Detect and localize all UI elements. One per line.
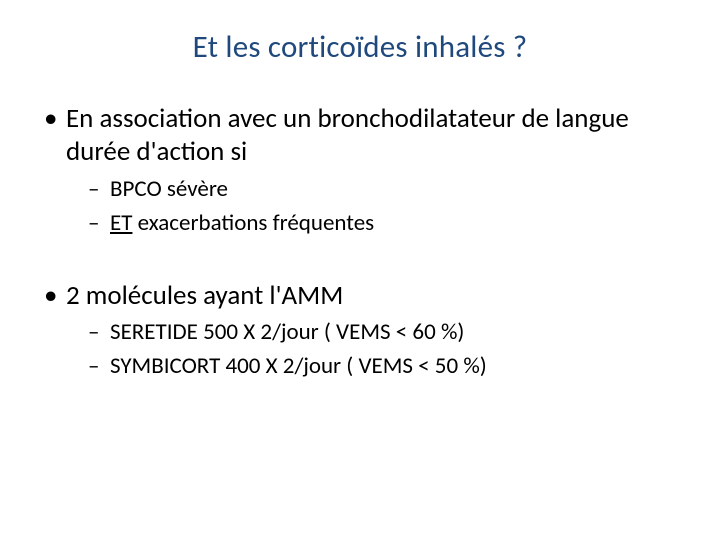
sub-bullet-text: SERETIDE 500 X 2/jour ( VEMS < 60 %) — [110, 318, 464, 346]
sub-bullet-text: SYMBICORT 400 X 2/jour ( VEMS < 50 %) — [110, 352, 487, 380]
bullet-list: 2 molécules ayant l'AMM SERETIDE 500 X 2… — [40, 279, 680, 382]
sub-bullet-item: SERETIDE 500 X 2/jour ( VEMS < 60 %) — [88, 318, 680, 348]
slide-title: Et les corticoïdes inhalés ? — [40, 28, 680, 66]
sub-bullet-item: BPCO sévère — [88, 175, 680, 205]
bullet-item: En association avec un bronchodilatateur… — [40, 102, 680, 239]
bullet-item: 2 molécules ayant l'AMM SERETIDE 500 X 2… — [40, 279, 680, 382]
spacer — [40, 249, 680, 279]
sub-bullet-text: BPCO sévère — [110, 175, 228, 203]
sub-bullet-list: BPCO sévère ET exacerbations fréquentes — [88, 175, 680, 239]
slide: Et les corticoïdes inhalés ? En associat… — [0, 0, 720, 540]
sub-bullet-text: exacerbations fréquentes — [132, 209, 374, 237]
sub-bullet-list: SERETIDE 500 X 2/jour ( VEMS < 60 %) SYM… — [88, 318, 680, 382]
bullet-list: En association avec un bronchodilatateur… — [40, 102, 680, 239]
bullet-text: En association avec un bronchodilatateur… — [66, 102, 629, 168]
sub-bullet-item: ET exacerbations fréquentes — [88, 209, 680, 239]
sub-bullet-text-underlined: ET — [110, 209, 132, 237]
sub-bullet-item: SYMBICORT 400 X 2/jour ( VEMS < 50 %) — [88, 352, 680, 382]
bullet-text: 2 molécules ayant l'AMM — [66, 279, 343, 312]
